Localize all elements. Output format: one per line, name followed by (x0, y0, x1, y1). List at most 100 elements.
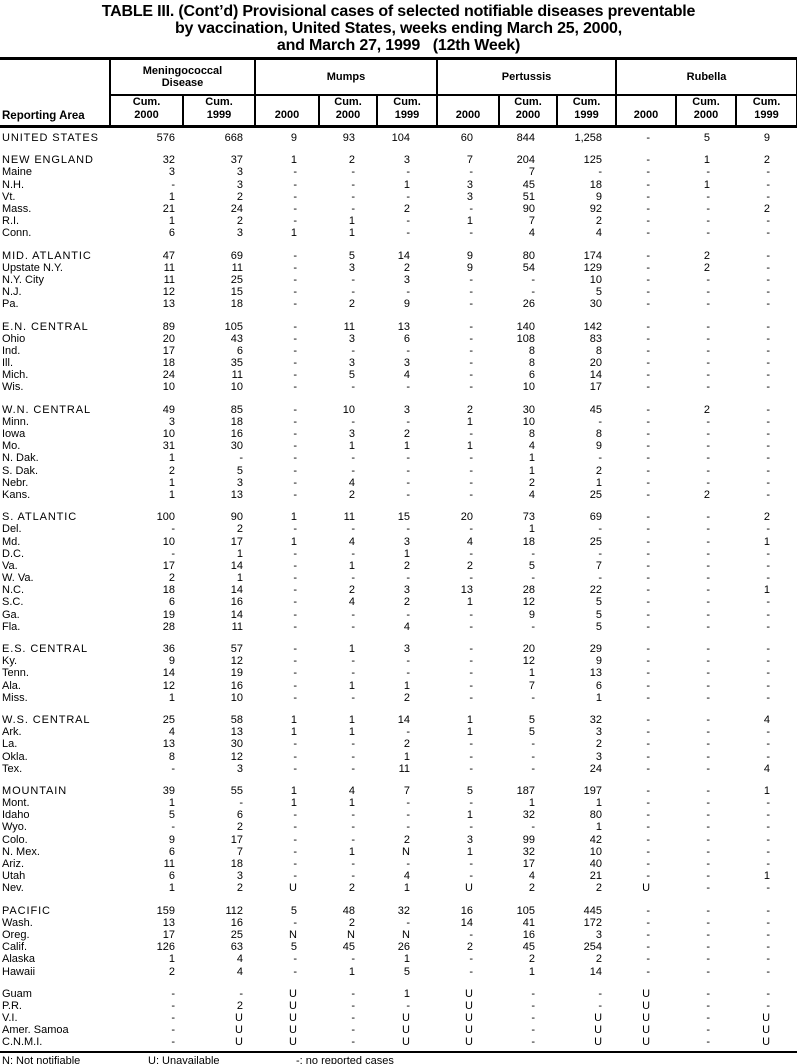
cell: 55 (230, 784, 243, 797)
cell: 4 (348, 596, 355, 609)
cell: - (646, 369, 651, 382)
row-label: Fla. (2, 620, 21, 633)
row-label: Wyo. (2, 821, 27, 834)
row-label: N.J. (2, 286, 22, 299)
cell: - (646, 190, 651, 203)
cell: - (766, 178, 771, 191)
cell: 140 (516, 320, 535, 333)
cell: U (594, 1012, 603, 1025)
cell: - (469, 273, 473, 286)
cell: - (293, 965, 297, 978)
cell: 47 (162, 249, 175, 262)
cell: 13 (589, 667, 603, 680)
cell: 49 (162, 403, 175, 416)
cell: U (289, 987, 297, 1000)
row-label: Conn. (2, 227, 32, 240)
row-label: Ga. (2, 608, 20, 621)
cell: - (406, 166, 410, 179)
cell: 2 (403, 738, 410, 751)
cell: 17 (230, 535, 243, 548)
cell: - (469, 203, 473, 216)
row-label: MID. ATLANTIC (2, 249, 92, 262)
cell: 73 (522, 511, 535, 524)
cell: - (766, 547, 771, 560)
cell: - (406, 726, 410, 739)
cell: 25 (162, 713, 175, 726)
column-header: Cum. 1999 (735, 95, 797, 128)
cell: - (351, 203, 355, 216)
cell: 4 (763, 713, 771, 726)
cell: 9 (168, 833, 175, 846)
cell: 125 (583, 154, 603, 167)
cell: - (351, 809, 355, 822)
cell: 2 (236, 190, 243, 203)
cell: - (706, 809, 711, 822)
cell: - (351, 523, 355, 536)
cell: 12 (162, 286, 175, 299)
notifiable-diseases-table: Reporting Area Meningococcal Disease Mumps P… (0, 57, 797, 1049)
cell: - (646, 476, 651, 489)
cell: 576 (156, 132, 175, 145)
cell: U (594, 1036, 603, 1049)
cell: - (766, 381, 771, 394)
cell: 35 (230, 357, 243, 370)
cell: 1 (403, 440, 410, 453)
cell: U (235, 1012, 243, 1025)
cell: - (406, 286, 410, 299)
cell: 11 (163, 858, 175, 871)
cell: - (706, 298, 711, 311)
cell: 1 (528, 464, 535, 477)
cell: - (293, 286, 297, 299)
cell: 25 (589, 535, 603, 548)
cell: - (351, 178, 355, 191)
cell: - (766, 403, 771, 416)
row-label: Colo. (2, 833, 28, 846)
cell: 3 (236, 476, 243, 489)
cell: - (706, 928, 711, 941)
cell: - (351, 344, 355, 357)
cell: - (706, 679, 711, 692)
cell: 5 (290, 904, 297, 917)
row-label: Vt. (2, 190, 16, 203)
section-gap (0, 394, 797, 404)
cell: 5 (348, 249, 355, 262)
cell: - (646, 261, 651, 274)
cell: U (642, 882, 651, 895)
cell: U (465, 882, 473, 895)
row-label: Minn. (2, 415, 29, 428)
cell: - (293, 608, 297, 621)
cell: 90 (230, 511, 243, 524)
table-row: Ark. 4 13 1 1 - 1 5 3 - - - (0, 726, 797, 738)
cell: - (171, 547, 175, 560)
cell: 4 (403, 620, 410, 633)
cell: 16 (230, 679, 243, 692)
row-label: C.N.M.I. (2, 1036, 43, 1049)
cell: 11 (231, 369, 243, 382)
cell: - (706, 750, 711, 763)
cell: - (766, 916, 771, 929)
cell: 9 (595, 190, 603, 203)
cell: 8 (528, 428, 535, 441)
cell: - (706, 596, 711, 609)
cell: - (646, 286, 651, 299)
section-gap (0, 775, 797, 785)
cell: - (598, 415, 603, 428)
cell: - (351, 691, 355, 704)
cell: 4 (168, 726, 175, 739)
cell: - (293, 403, 297, 416)
cell: - (706, 858, 711, 871)
cell: - (351, 833, 355, 846)
cell: 69 (589, 511, 603, 524)
cell: - (646, 381, 651, 394)
cell: 2 (763, 511, 771, 524)
cell: 20 (162, 332, 175, 345)
section-gap-cell (0, 144, 797, 154)
cell: 2 (236, 215, 243, 228)
cell: - (351, 655, 355, 668)
cell: 1 (348, 679, 355, 692)
cell: 1 (403, 679, 410, 692)
table-row: Alaska 1 4 - - 1 - 2 2 - - - (0, 953, 797, 965)
cell: 12 (162, 679, 175, 692)
cell: - (293, 870, 297, 883)
cell: - (469, 643, 473, 656)
